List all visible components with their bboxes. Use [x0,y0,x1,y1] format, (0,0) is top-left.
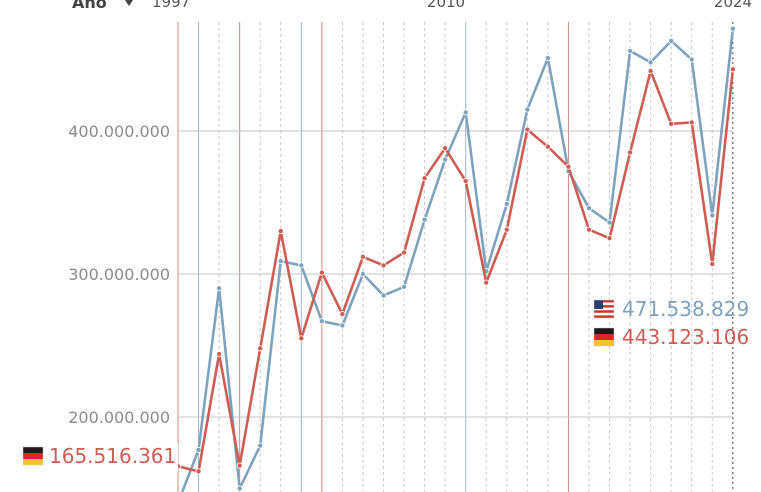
data-point-us[interactable] [524,106,531,113]
end-value-label-de: 443.123.106 [622,325,749,349]
data-point-de[interactable] [688,119,695,126]
data-point-de[interactable] [586,226,593,233]
data-point-us[interactable] [668,37,675,44]
x-axis: Año 1997 2010 2024 [72,0,752,12]
y-tick-label: 400.000.000 [68,122,170,141]
series-group [174,25,736,492]
data-point-us[interactable] [627,47,634,54]
data-point-de[interactable] [359,253,366,260]
data-point-us[interactable] [421,216,428,223]
data-point-de[interactable] [709,260,716,267]
data-point-us[interactable] [380,292,387,299]
data-point-de[interactable] [524,126,531,133]
data-point-de[interactable] [257,345,264,352]
data-point-de[interactable] [462,178,469,185]
data-point-us[interactable] [503,200,510,207]
vertical-gridlines [177,22,734,492]
play-arrow-icon[interactable] [125,0,133,6]
data-point-de[interactable] [565,163,572,170]
data-point-us[interactable] [401,283,408,290]
data-point-de[interactable] [318,269,325,276]
x-end-label: 2024 [714,0,752,11]
data-point-de[interactable] [483,279,490,286]
data-point-us[interactable] [606,219,613,226]
data-point-us[interactable] [236,485,243,492]
germany-flag-icon [22,446,44,466]
data-point-us[interactable] [688,56,695,63]
x-mid-label: 2010 [427,0,465,11]
data-point-de[interactable] [339,311,346,318]
data-point-us[interactable] [544,55,551,62]
us-flag-icon [593,299,615,319]
data-point-us[interactable] [318,318,325,325]
data-point-us[interactable] [216,285,223,292]
axis-title: Año [72,0,107,12]
data-point-de[interactable] [236,462,243,469]
data-point-de[interactable] [503,226,510,233]
data-point-us[interactable] [195,446,202,453]
data-point-de[interactable] [216,351,223,358]
data-point-de[interactable] [277,228,284,235]
data-point-de[interactable] [298,335,305,342]
value-labels: 471.538.829 443.123.106 165.516.361 [18,297,749,471]
data-point-de[interactable] [729,66,736,73]
data-point-de[interactable] [627,149,634,156]
series-line-de [177,69,735,473]
data-point-us[interactable] [339,322,346,329]
start-value-label-de: 165.516.361 [49,444,176,468]
end-value-label-us: 471.538.829 [622,297,749,321]
data-point-us[interactable] [729,25,736,32]
y-tick-label: 200.000.000 [68,408,170,427]
germany-flag-icon [593,327,615,347]
data-point-de[interactable] [401,249,408,256]
data-point-us[interactable] [277,258,284,265]
data-point-de[interactable] [442,145,449,152]
data-point-us[interactable] [586,205,593,212]
data-point-us[interactable] [709,212,716,219]
data-point-de[interactable] [195,468,202,475]
data-point-de[interactable] [668,120,675,127]
start-label-backdrop [18,443,178,471]
data-point-us[interactable] [647,59,654,66]
horizontal-gridlines: 200.000.000 300.000.000 400.000.000 [68,122,733,427]
data-point-us[interactable] [298,262,305,269]
series-line-us [180,28,735,492]
y-tick-label: 300.000.000 [68,265,170,284]
x-start-label: 1997 [152,0,190,11]
data-point-de[interactable] [647,67,654,74]
data-point-de[interactable] [544,143,551,150]
data-point-us[interactable] [442,156,449,163]
data-point-de[interactable] [421,175,428,182]
data-point-de[interactable] [606,235,613,242]
data-point-us[interactable] [359,270,366,277]
data-point-de[interactable] [380,262,387,269]
data-point-us[interactable] [257,442,264,449]
data-point-us[interactable] [462,109,469,116]
